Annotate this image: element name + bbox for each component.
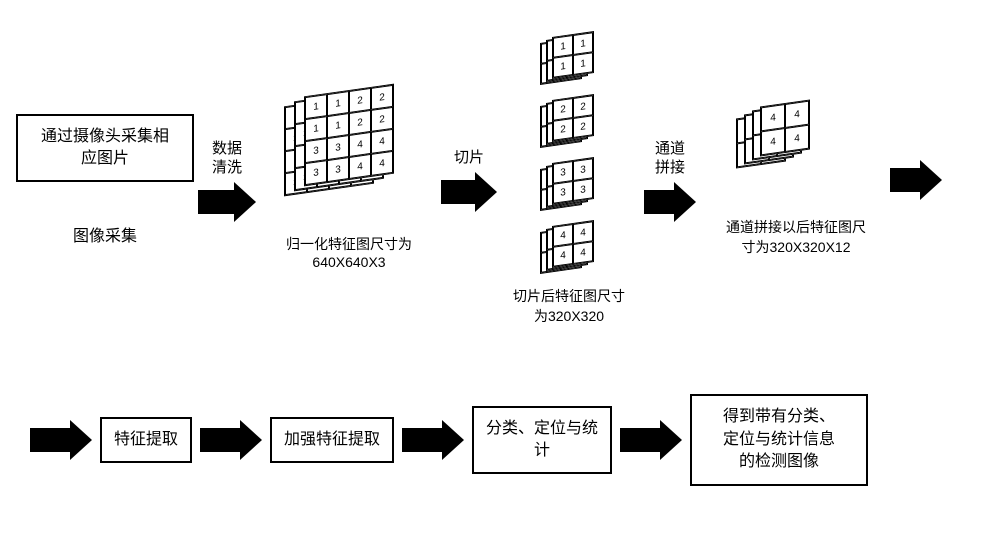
top-row: 通过摄像头采集相 应图片 图像采集 数据 清洗 1212343412123434…	[20, 20, 980, 340]
grid-cell: 3	[573, 178, 593, 201]
big-grid-stack: 1212343412123434121234341212343411221122…	[284, 90, 414, 220]
arrow-body	[890, 168, 920, 192]
grid-layer: 4444	[552, 220, 594, 268]
slice: 111111111111	[540, 34, 598, 89]
grid-layer: 1111	[552, 31, 594, 79]
grid-cell: 4	[371, 129, 393, 154]
arrow-head-icon	[240, 420, 262, 460]
grid-cell: 4	[785, 125, 809, 152]
concat-col: 1111222233334444 通道拼接以后特征图尺 寸为320X320X12	[706, 103, 886, 257]
arrow3-col: 通道 拼接	[634, 139, 706, 222]
grid-cell: 3	[553, 181, 573, 204]
grid-cell: 1	[305, 94, 327, 119]
arrow4-col	[886, 160, 946, 200]
slice: 444444444444	[540, 223, 598, 278]
grid-cell: 2	[553, 118, 573, 141]
arrow1-col: 数据 清洗	[190, 139, 264, 222]
grid-cell: 1	[327, 91, 349, 116]
bottom-row: 特征提取 加强特征提取 分类、定位与统 计 得到带有分类、 定位与统计信息 的检…	[20, 350, 980, 530]
slice: 222222222222	[540, 97, 598, 152]
grid-cell: 3	[305, 160, 327, 185]
arrow-head-icon	[234, 182, 256, 222]
grid-cell: 1	[553, 55, 573, 78]
slices-caption: 切片后特征图尺寸 为320X320	[513, 286, 625, 326]
grid-cell: 2	[371, 85, 393, 110]
output-box: 得到带有分类、 定位与统计信息 的检测图像	[690, 394, 868, 485]
grid-cell: 4	[349, 154, 371, 179]
normalized-col: 1212343412123434121234341212343411221122…	[264, 90, 434, 270]
grid-cell: 4	[761, 104, 785, 131]
grid-layer: 1122112233443344	[304, 84, 394, 187]
arrow-body	[198, 190, 234, 214]
grid-cell: 4	[371, 151, 393, 176]
grid-layer: 4444	[760, 99, 810, 156]
arrow6	[200, 420, 262, 460]
grid-cell: 3	[327, 135, 349, 160]
arrow7	[402, 420, 464, 460]
arrow-body	[620, 428, 660, 452]
grid-cell: 4	[761, 128, 785, 155]
grid-cell: 1	[305, 116, 327, 141]
arrow-body	[200, 428, 240, 452]
grid-cell: 4	[573, 241, 593, 264]
grid-cell: 3	[327, 157, 349, 182]
concat-caption: 通道拼接以后特征图尺 寸为320X320X12	[726, 217, 866, 257]
slices-col: 111111111111 222222222222 333333333333 4444…	[504, 34, 634, 326]
grid-layer: 3333	[552, 157, 594, 205]
normalized-caption: 归一化特征图尺寸为 640X640X3	[286, 234, 412, 270]
capture-box: 通过摄像头采集相 应图片	[16, 114, 194, 183]
concat-stack-wrap: 1111222233334444	[736, 103, 856, 203]
arrow-body	[441, 180, 475, 204]
arrow-body	[402, 428, 442, 452]
grid-cell: 4	[785, 101, 809, 128]
arrow2-label: 切片	[454, 148, 484, 168]
arrow2	[441, 172, 497, 212]
arrow-head-icon	[660, 420, 682, 460]
grid-cell: 4	[553, 244, 573, 267]
arrow5	[30, 420, 92, 460]
arrow8	[620, 420, 682, 460]
arrow-head-icon	[70, 420, 92, 460]
arrow-body	[644, 190, 674, 214]
feature-extract-box: 特征提取	[100, 417, 192, 463]
capture-caption: 图像采集	[73, 222, 137, 246]
grid-layer: 2222	[552, 94, 594, 142]
classify-box: 分类、定位与统 计	[472, 406, 612, 475]
grid-cell: 2	[573, 115, 593, 138]
arrow-head-icon	[920, 160, 942, 200]
arrow2-col: 切片	[434, 148, 504, 212]
arrow1	[198, 182, 256, 222]
arrow1-label: 数据 清洗	[212, 139, 242, 178]
arrow-body	[30, 428, 70, 452]
slice: 333333333333	[540, 160, 598, 215]
arrow3	[644, 182, 696, 222]
arrow-head-icon	[674, 182, 696, 222]
arrow4	[890, 160, 942, 200]
arrow3-label: 通道 拼接	[655, 139, 685, 178]
capture-col: 通过摄像头采集相 应图片 图像采集	[20, 114, 190, 247]
grid-cell: 1	[573, 52, 593, 75]
enhanced-feature-box: 加强特征提取	[270, 417, 394, 463]
arrow-head-icon	[475, 172, 497, 212]
grid-cell: 3	[305, 138, 327, 163]
arrow-head-icon	[442, 420, 464, 460]
slices-stack: 111111111111 222222222222 333333333333 4444…	[540, 34, 598, 278]
grid-cell: 2	[371, 107, 393, 132]
